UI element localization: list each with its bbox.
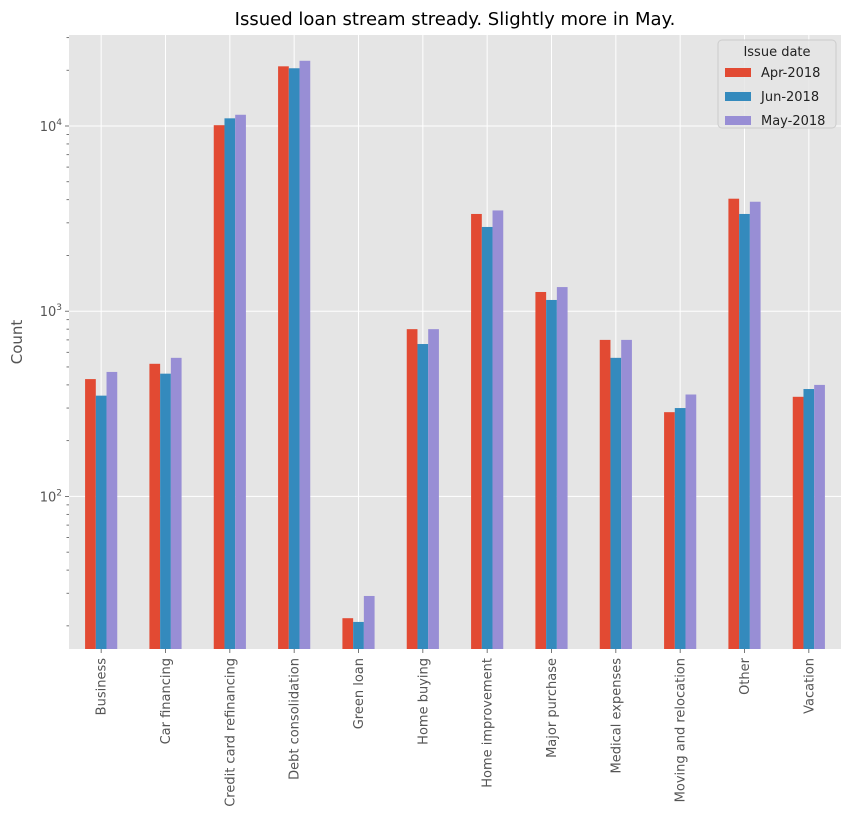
x-tick-label: Home improvement [481, 658, 496, 788]
bar [814, 384, 825, 649]
bar [278, 66, 289, 649]
y-tick-label: 103 [40, 303, 62, 320]
bar [95, 395, 107, 649]
x-tick-label: Moving and relocation [674, 658, 689, 802]
bar [685, 394, 697, 649]
bar [170, 357, 182, 649]
bar [106, 371, 118, 649]
bar [224, 118, 236, 649]
x-tick-label: Business [95, 658, 110, 716]
legend-box [717, 39, 837, 129]
y-axis-label: Count [8, 320, 26, 365]
legend-swatch [725, 116, 751, 125]
chart-title: Issued loan stream stready. Slightly mor… [235, 9, 676, 30]
legend-title: Issue date [743, 45, 810, 60]
bar [664, 412, 675, 649]
x-tick-label: Credit card refinancing [223, 658, 238, 807]
bar [599, 339, 611, 649]
bar [213, 125, 225, 650]
x-tick-label: Car financing [159, 658, 174, 744]
plot-area [69, 35, 841, 649]
bar [288, 68, 300, 649]
legend-label: Apr-2018 [761, 66, 820, 81]
x-tick-label: Vacation [802, 658, 817, 714]
bar [546, 299, 557, 649]
bar [728, 198, 740, 649]
bar [492, 210, 504, 649]
bar [235, 114, 246, 649]
legend-swatch [725, 92, 751, 101]
bar [792, 396, 804, 649]
y-tick-label: 102 [40, 488, 62, 505]
x-tick-label: Medical expenses [609, 658, 624, 774]
bar [621, 339, 632, 649]
bar [149, 363, 161, 649]
legend-label: May-2018 [761, 114, 825, 129]
x-axis-ticks: Business Car financing Credit card refinan… [95, 649, 817, 807]
bar [556, 287, 568, 649]
x-tick-label: Home buying [416, 658, 431, 745]
bar [481, 226, 493, 649]
x-tick-label: Major purchase [545, 658, 560, 758]
bar [674, 408, 686, 649]
bar [342, 618, 354, 649]
bar [610, 357, 622, 649]
legend: Issue date Apr-2018 Jun-2018 May-2018 [717, 39, 837, 129]
bar [85, 379, 96, 649]
bar [749, 201, 761, 649]
legend-swatch [725, 68, 751, 77]
bar [406, 329, 418, 649]
bars [85, 60, 825, 650]
bar [363, 595, 375, 649]
legend-label: Jun-2018 [760, 90, 819, 105]
bar [471, 213, 482, 649]
bar [353, 621, 364, 649]
y-tick-label: 104 [40, 118, 63, 135]
x-tick-label: Debt consolidation [288, 658, 303, 780]
bar [739, 213, 750, 649]
y-axis-ticks: 102 103 104 [40, 37, 69, 627]
x-tick-label: Green loan [352, 658, 367, 729]
bar [299, 60, 311, 649]
legend-items: Apr-2018 Jun-2018 May-2018 [725, 66, 825, 129]
bar [535, 291, 547, 649]
bar [803, 389, 815, 649]
bar [160, 373, 171, 649]
bar [417, 344, 429, 649]
x-tick-label: Other [738, 657, 753, 695]
bar [428, 329, 439, 649]
